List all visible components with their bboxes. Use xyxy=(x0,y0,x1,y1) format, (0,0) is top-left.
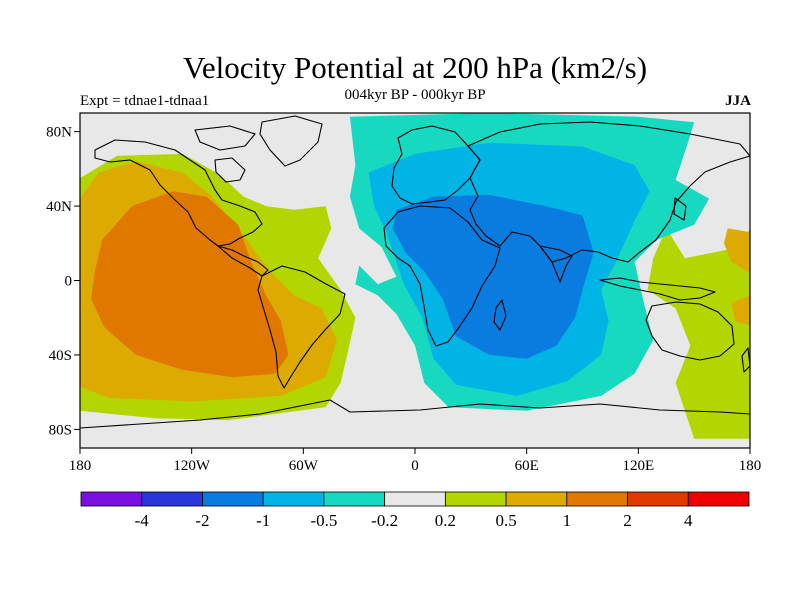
lat-tick-label: 80N xyxy=(46,125,72,141)
lat-tick-label: 40S xyxy=(49,348,72,364)
colorbar-box xyxy=(384,491,446,507)
lon-tick-label: 180 xyxy=(69,458,92,474)
lon-tick-label: 180 xyxy=(739,458,762,474)
season-label: JJA xyxy=(725,93,751,109)
colorbar-label: -1 xyxy=(256,511,270,530)
lon-tick-label: 60W xyxy=(289,458,319,474)
colorbar-box xyxy=(687,491,750,507)
coastline-hudson-bay xyxy=(214,157,246,183)
coastline-arctic-islands xyxy=(194,125,256,151)
coastline-central-america xyxy=(217,245,269,277)
colorbar-box xyxy=(202,491,264,507)
contour-region-3 xyxy=(647,228,750,439)
contour-region-8 xyxy=(392,194,594,359)
colorbar-label: 0.5 xyxy=(495,511,516,530)
colorbar-box xyxy=(323,491,386,507)
coastline-new-zealand xyxy=(741,347,750,373)
colorbar-label: -0.5 xyxy=(310,511,337,530)
contour-region-5 xyxy=(731,295,750,326)
longitude-axis: 180 120W 60W 0 60E 120E 180 xyxy=(69,448,762,474)
colorbar-label: -0.2 xyxy=(371,511,398,530)
coastline-africa xyxy=(383,205,501,347)
contour-region-4 xyxy=(723,228,750,274)
coastline-australia xyxy=(645,301,735,361)
colorbar-box xyxy=(444,491,507,507)
coastlines xyxy=(80,115,750,429)
chart-subtitle: 004kyr BP - 000kyr BP xyxy=(344,87,486,103)
colorbar-box xyxy=(505,491,568,507)
colorbar-box xyxy=(80,491,143,507)
colorbar-box xyxy=(627,491,689,507)
coastline-asia xyxy=(467,121,750,263)
coastline-japan xyxy=(673,197,687,221)
colorbar-label: 0.2 xyxy=(435,511,456,530)
colorbar: -4 -2 -1 -0.5 -0.2 0.2 0.5 1 2 4 xyxy=(80,491,750,530)
coastline-greenland xyxy=(259,115,323,167)
lon-tick-label: 60E xyxy=(515,458,539,474)
lon-tick-label: 120W xyxy=(173,458,211,474)
coastline-india xyxy=(539,245,573,283)
lon-tick-label: 0 xyxy=(411,458,419,474)
colorbar-label: -2 xyxy=(195,511,209,530)
colorbar-label: 2 xyxy=(623,511,632,530)
lat-tick-label: 80S xyxy=(49,422,72,438)
latitude-axis: 80N 40N 0 40S 80S xyxy=(46,125,80,438)
colorbar-box xyxy=(262,491,325,507)
coastline-europe xyxy=(391,125,481,205)
contour-region-2 xyxy=(91,191,289,378)
coastline-indonesia xyxy=(599,277,716,301)
colorbar-box xyxy=(141,491,203,507)
lon-tick-label: 120E xyxy=(622,458,654,474)
chart-title: Velocity Potential at 200 hPa (km2/s) xyxy=(182,50,648,85)
experiment-label: Expt = tdnae1-tdnaa1 xyxy=(80,93,210,109)
colorbar-label: 4 xyxy=(684,511,693,530)
coastline-north-america xyxy=(94,139,263,247)
lat-tick-label: 0 xyxy=(65,274,73,290)
coastline-antarctica xyxy=(80,399,750,429)
coastline-south-america xyxy=(257,265,346,389)
coastline-madagascar xyxy=(493,299,507,331)
colorbar-box xyxy=(566,491,628,507)
colorbar-label: 1 xyxy=(563,511,572,530)
lat-tick-label: 40N xyxy=(46,199,72,215)
colorbar-label: -4 xyxy=(135,511,150,530)
